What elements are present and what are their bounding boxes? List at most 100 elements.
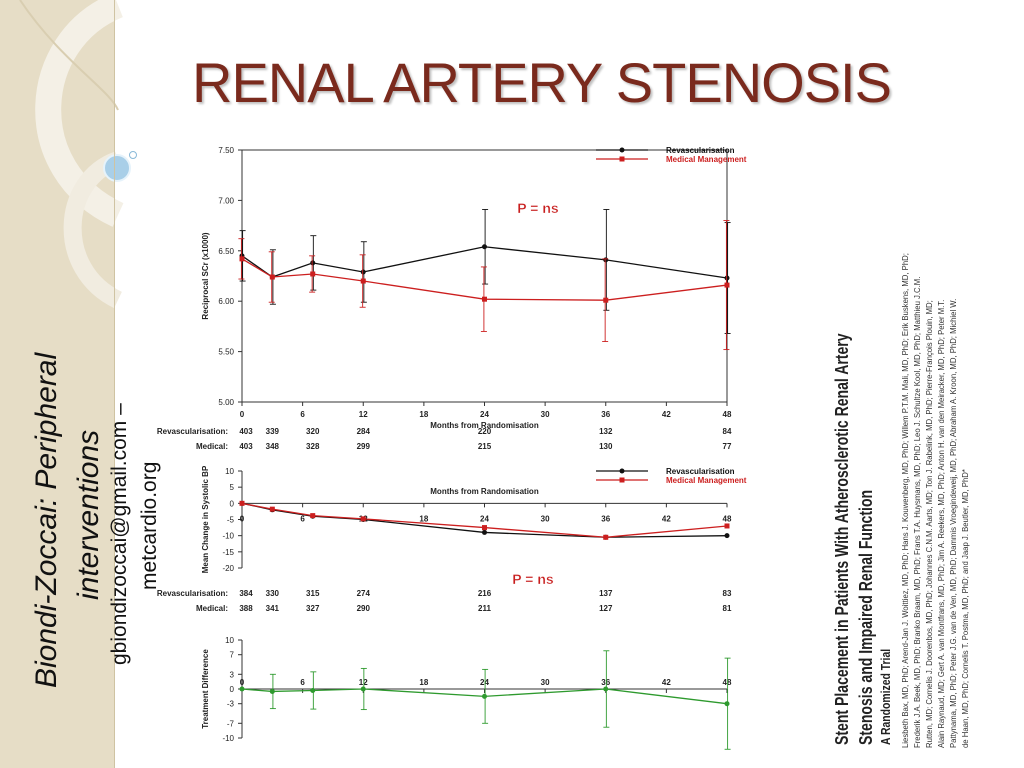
at-risk-value-0-1-2: 328 xyxy=(306,442,320,451)
at-risk-value-0-1-6: 77 xyxy=(723,442,732,451)
at-risk-value-0-0-2: 320 xyxy=(306,427,320,436)
x-tick-label-0-2: 12 xyxy=(359,410,368,419)
paper-subtitle: A Randomized Trial xyxy=(878,648,893,745)
legend-marker-1-1 xyxy=(619,477,625,483)
y-tick-label-2-1: 7 xyxy=(230,651,235,660)
legend-label-0-1: Medical Management xyxy=(666,155,747,164)
side-band-border xyxy=(114,0,115,768)
y-tick-label-1-3: -5 xyxy=(227,516,235,525)
y-tick-label-2-6: -10 xyxy=(222,734,234,743)
x-tick-label-0-1: 6 xyxy=(300,410,305,419)
at-risk-value-0-0-6: 84 xyxy=(723,427,732,436)
y-tick-label-0-5: 7.50 xyxy=(218,146,234,155)
y-tick-label-0-1: 5.50 xyxy=(218,348,234,357)
data-point-2-0-1 xyxy=(269,688,275,694)
y-tick-label-2-2: 3 xyxy=(230,670,235,679)
p-value-annotation-1: P = ns xyxy=(512,571,554,587)
paper-title-line-2: Stenosis and Impaired Renal Function xyxy=(856,489,876,745)
data-point-0-0-4 xyxy=(482,244,487,250)
decorative-bubble xyxy=(103,154,131,182)
paper-authors-line-4: Alain Raynaud, MD; Gert A. van Montfrans… xyxy=(936,299,946,748)
x-tick-label-0-6: 36 xyxy=(601,410,610,419)
data-point-1-1-4 xyxy=(482,525,487,531)
at-risk-value-0-0-4: 220 xyxy=(478,427,492,436)
data-point-1-1-5 xyxy=(603,534,609,540)
x-tick-label-2-0: 0 xyxy=(240,678,245,687)
paper-title-line-1: Stent Placement in Patients With Atheros… xyxy=(832,333,852,745)
x-tick-label-1-4: 24 xyxy=(480,514,489,523)
y-tick-label-2-4: -3 xyxy=(227,700,235,709)
legend-marker-0-1 xyxy=(619,156,625,162)
data-point-1-1-2 xyxy=(310,513,316,519)
y-tick-label-1-2: 0 xyxy=(230,499,235,508)
at-risk-value-1-1-5: 127 xyxy=(599,604,613,613)
data-point-0-1-1 xyxy=(269,274,275,280)
at-risk-row-label-0-0: Revascularisation: xyxy=(157,427,228,436)
x-tick-label-0-7: 42 xyxy=(662,410,671,419)
x-axis-label-1: Months from Randomisation xyxy=(430,487,539,496)
data-point-2-0-2 xyxy=(310,687,316,693)
y-tick-label-1-5: -15 xyxy=(222,548,234,557)
legend-label-1-0: Revascularisation xyxy=(666,467,735,476)
at-risk-value-1-0-0: 384 xyxy=(239,589,253,598)
at-risk-value-1-0-4: 216 xyxy=(478,589,492,598)
y-axis-label-1: Mean Change in Systolic BP xyxy=(201,465,210,573)
x-tick-label-0-4: 24 xyxy=(480,410,489,419)
x-tick-label-0-5: 30 xyxy=(541,410,550,419)
x-tick-label-1-7: 42 xyxy=(662,514,671,523)
data-point-0-0-2 xyxy=(310,260,316,266)
at-risk-value-1-1-4: 211 xyxy=(478,604,491,613)
x-tick-label-1-3: 18 xyxy=(419,514,428,523)
x-tick-label-2-1: 6 xyxy=(300,678,305,687)
x-tick-label-0-8: 48 xyxy=(723,410,732,419)
data-point-2-0-3 xyxy=(360,686,366,692)
at-risk-value-0-1-5: 130 xyxy=(599,442,613,451)
legend-label-1-1: Medical Management xyxy=(666,476,747,485)
data-point-0-1-2 xyxy=(310,271,316,277)
data-point-1-1-1 xyxy=(269,506,275,512)
paper-authors-line-2: Frederik J.A. Beek, MD, PhD; Branko Braa… xyxy=(912,276,922,748)
at-risk-value-0-0-0: 403 xyxy=(239,427,253,436)
y-tick-label-2-5: -7 xyxy=(227,719,235,728)
data-point-1-1-3 xyxy=(360,516,366,522)
at-risk-value-1-0-6: 83 xyxy=(723,589,732,598)
decorative-arc xyxy=(63,151,123,309)
data-point-0-0-3 xyxy=(360,269,366,275)
x-tick-label-1-5: 30 xyxy=(541,514,550,523)
data-point-1-0-4 xyxy=(482,529,487,535)
x-tick-label-2-3: 18 xyxy=(419,678,428,687)
at-risk-value-0-1-4: 215 xyxy=(478,442,492,451)
data-point-0-1-6 xyxy=(724,282,730,288)
x-tick-label-1-0: 0 xyxy=(240,514,245,523)
at-risk-value-0-1-3: 299 xyxy=(357,442,371,451)
x-tick-label-0-0: 0 xyxy=(240,410,245,419)
y-tick-label-0-0: 5.00 xyxy=(218,398,234,407)
data-point-0-1-0 xyxy=(239,256,245,262)
legend-marker-0-0 xyxy=(619,147,625,153)
y-axis-label-0: Reciprocal SCr (x1000) xyxy=(201,232,210,319)
paper-authors-line-6: de Haan, MD, PhD; Cornelis T. Postma, MD… xyxy=(960,469,970,748)
at-risk-value-1-0-5: 137 xyxy=(599,589,613,598)
x-tick-label-1-1: 6 xyxy=(300,514,305,523)
data-point-0-0-6 xyxy=(724,275,730,281)
at-risk-row-label-0-1: Medical: xyxy=(196,442,228,451)
slide-title: RENAL ARTERY STENOSIS xyxy=(192,51,892,114)
at-risk-value-1-0-3: 274 xyxy=(357,589,371,598)
data-point-2-0-6 xyxy=(724,701,730,707)
at-risk-value-1-1-1: 341 xyxy=(266,604,280,613)
y-tick-label-0-3: 6.50 xyxy=(218,247,234,256)
data-point-2-0-5 xyxy=(603,686,609,692)
at-risk-value-1-0-2: 315 xyxy=(306,589,320,598)
y-tick-label-1-4: -10 xyxy=(222,532,234,541)
at-risk-value-0-1-1: 348 xyxy=(266,442,280,451)
at-risk-value-1-1-6: 81 xyxy=(723,604,732,613)
legend-marker-1-0 xyxy=(619,468,625,474)
decorative-arcs xyxy=(19,0,137,309)
decorative-bubble-small xyxy=(129,151,137,159)
data-point-1-0-6 xyxy=(724,533,730,539)
at-risk-value-1-1-0: 388 xyxy=(239,604,253,613)
data-point-1-1-6 xyxy=(724,523,730,529)
data-point-0-1-4 xyxy=(482,296,487,302)
x-tick-label-1-6: 36 xyxy=(601,514,610,523)
